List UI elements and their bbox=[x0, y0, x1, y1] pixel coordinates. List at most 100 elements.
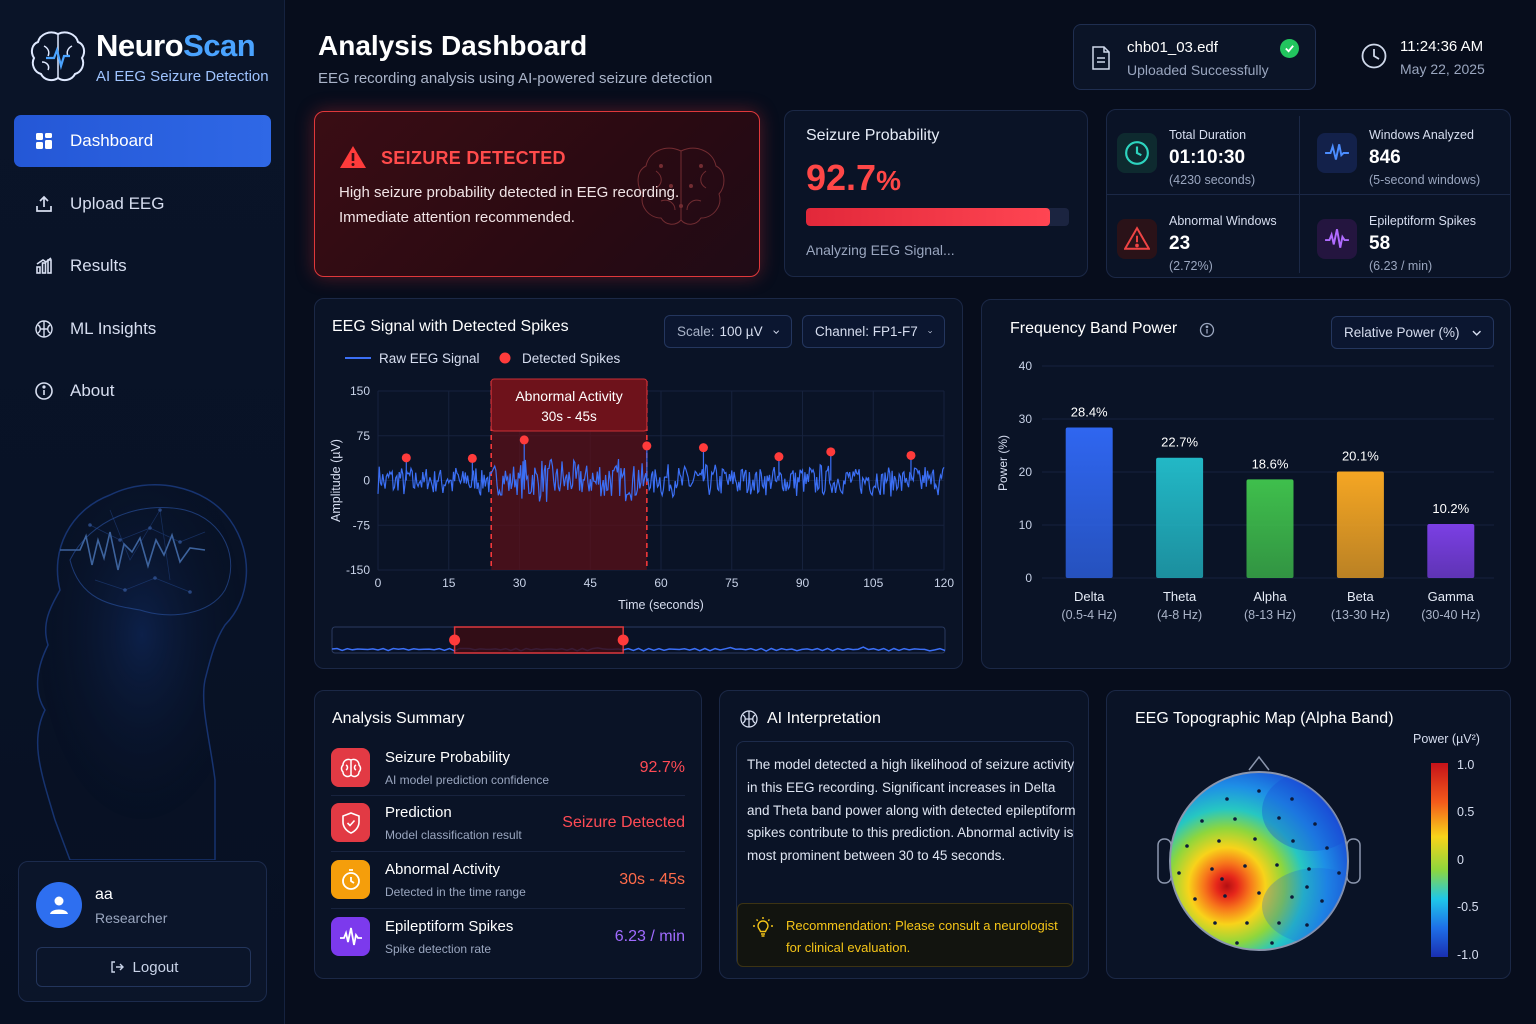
check-icon bbox=[1280, 39, 1299, 58]
warning-icon bbox=[1117, 219, 1157, 259]
y-tick-label: 0 bbox=[1025, 571, 1032, 585]
alert-title: SEIZURE DETECTED bbox=[381, 148, 566, 168]
shield-icon bbox=[331, 803, 370, 842]
electrode-dot bbox=[1185, 844, 1189, 848]
bar-value-label: 28.4% bbox=[1071, 404, 1108, 419]
recommendation-text: Recommendation: Please consult a neurolo… bbox=[786, 918, 1058, 955]
spike-icon bbox=[331, 917, 370, 956]
alert-line: Immediate attention recommended. bbox=[339, 209, 575, 226]
brand-logo[interactable]: NeuroScan AI EEG Seizure Detection bbox=[28, 26, 269, 86]
sidebar-item-label: Upload EEG bbox=[70, 193, 165, 213]
info-icon[interactable] bbox=[1199, 322, 1215, 338]
scale-dropdown[interactable]: Scale: 100 µV bbox=[664, 315, 792, 348]
bar-value-label: 10.2% bbox=[1432, 501, 1469, 516]
sidebar-item-about[interactable]: About bbox=[14, 365, 271, 417]
eeg-topographic-map[interactable]: Power (µV²) 1.0 0.5 0 -0.5 -1.0 bbox=[1107, 691, 1512, 980]
eeg-signal-card: EEG Signal with Detected Spikes Scale: 1… bbox=[314, 298, 963, 669]
x-tick-label: 105 bbox=[863, 576, 883, 590]
summary-row-abnormal-activity: Abnormal Activity Detected in the time r… bbox=[331, 855, 685, 905]
summary-row-title: Abnormal Activity bbox=[385, 861, 501, 878]
y-tick-label: -75 bbox=[353, 518, 371, 532]
logout-button[interactable]: Logout bbox=[36, 947, 251, 987]
channel-value: Channel: FP1-F7 bbox=[815, 324, 918, 339]
electrode-dot bbox=[1253, 837, 1257, 841]
avatar[interactable] bbox=[36, 882, 82, 928]
bar bbox=[1246, 479, 1294, 578]
page-title: Analysis Dashboard bbox=[318, 30, 588, 61]
y-tick-label: 30 bbox=[1019, 412, 1033, 426]
eeg-chart[interactable]: Raw EEG Signal Detected Spikes 150750-75… bbox=[315, 299, 964, 670]
summary-row-title: Prediction bbox=[385, 804, 452, 821]
summary-row-title: Seizure Probability bbox=[385, 749, 511, 766]
navigator-handle-left bbox=[449, 634, 461, 646]
electrode-dot bbox=[1220, 877, 1224, 881]
clock-icon bbox=[1361, 43, 1387, 69]
x-tick-label: 90 bbox=[796, 576, 810, 590]
bar-group: 22.7% Theta (4-8 Hz) bbox=[1156, 435, 1204, 622]
divider bbox=[331, 795, 685, 796]
power-mode-dropdown[interactable]: Relative Power (%) bbox=[1331, 316, 1494, 349]
electrode-dot bbox=[1291, 839, 1295, 843]
y-tick-label: 20 bbox=[1019, 465, 1033, 479]
electrode-dot bbox=[1305, 923, 1309, 927]
ai-card-title: AI Interpretation bbox=[767, 710, 881, 727]
electrode-dot bbox=[1243, 864, 1247, 868]
electrode-dot bbox=[1200, 819, 1204, 823]
brain-head-illustration bbox=[36, 484, 248, 860]
y-tick-label: 10 bbox=[1019, 518, 1033, 532]
sidebar-item-ml-insights[interactable]: ML Insights bbox=[14, 303, 271, 355]
sidebar-item-upload-eeg[interactable]: Upload EEG bbox=[14, 178, 271, 230]
ai-interpretation-box: The model detected a high likelihood of … bbox=[736, 741, 1075, 967]
annotation-range: 30s - 45s bbox=[541, 409, 597, 424]
freq-card-title: Frequency Band Power bbox=[1010, 320, 1178, 337]
divider bbox=[331, 851, 685, 852]
upload-icon bbox=[34, 194, 54, 214]
bar-group: 18.6% Alpha (8-13 Hz) bbox=[1244, 456, 1296, 622]
analysis-summary-card: Analysis Summary Seizure Probability AI … bbox=[314, 690, 702, 979]
electrode-dot bbox=[1270, 941, 1274, 945]
alert-message: High seizure probability detected in EEG… bbox=[339, 180, 684, 230]
electrode-dot bbox=[1193, 897, 1197, 901]
nose-icon bbox=[1248, 755, 1270, 771]
bar bbox=[1065, 427, 1113, 578]
stat-epileptiform-spikes: Epileptiform Spikes 58 (6.23 / min) bbox=[1309, 199, 1499, 279]
stat-sub: (6.23 / min) bbox=[1369, 259, 1433, 273]
power-mode-value: Relative Power (%) bbox=[1344, 325, 1460, 340]
electrode-dot bbox=[1305, 885, 1309, 889]
lightbulb-icon bbox=[753, 917, 773, 937]
navigator-selection bbox=[453, 626, 624, 654]
electrode-dot bbox=[1313, 822, 1317, 826]
chevron-down-icon bbox=[772, 329, 779, 334]
summary-row-value: 92.7% bbox=[639, 759, 685, 776]
file-icon bbox=[1092, 46, 1110, 70]
user-role: Researcher bbox=[95, 910, 168, 926]
summary-row-prediction: Prediction Model classification result S… bbox=[331, 798, 685, 848]
colorbar-tick: 1.0 bbox=[1457, 758, 1474, 772]
stopwatch-icon bbox=[331, 860, 370, 899]
channel-dropdown[interactable]: Channel: FP1-F7 bbox=[802, 315, 945, 348]
eeg-card-title: EEG Signal with Detected Spikes bbox=[332, 318, 569, 335]
electrode-dot bbox=[1307, 867, 1311, 871]
divider bbox=[331, 908, 685, 909]
stat-value: 846 bbox=[1369, 147, 1401, 168]
spike-marker bbox=[826, 447, 836, 457]
stat-label: Total Duration bbox=[1169, 128, 1247, 142]
stat-label: Windows Analyzed bbox=[1369, 128, 1474, 142]
grid-icon bbox=[34, 131, 54, 151]
seizure-probability-card: Seizure Probability 92.7% Analyzing EEG … bbox=[784, 110, 1088, 277]
eeg-legend: Raw EEG Signal Detected Spikes bbox=[345, 351, 621, 366]
sidebar-item-dashboard[interactable]: Dashboard bbox=[14, 115, 271, 167]
bar bbox=[1336, 471, 1384, 578]
frequency-bar-chart[interactable]: 0 10 20 30 40 Power (%) 28.4% Delta (0.5-4 Hz) 22… bbox=[982, 300, 1512, 670]
x-tick-label: 75 bbox=[725, 576, 739, 590]
page-subtitle: EEG recording analysis using AI-powered … bbox=[318, 70, 713, 87]
legend-signal-label: Raw EEG Signal bbox=[379, 351, 480, 366]
summary-row-value: 30s - 45s bbox=[619, 871, 685, 888]
y-tick-label: 150 bbox=[350, 384, 370, 398]
electrode-dot bbox=[1213, 921, 1217, 925]
summary-row-value: Seizure Detected bbox=[562, 814, 685, 831]
sidebar-item-results[interactable]: Results bbox=[14, 240, 271, 292]
uploaded-file-card[interactable]: chb01_03.edf Uploaded Successfully bbox=[1073, 24, 1316, 90]
electrode-dot bbox=[1235, 941, 1239, 945]
electrode-dot bbox=[1277, 816, 1281, 820]
